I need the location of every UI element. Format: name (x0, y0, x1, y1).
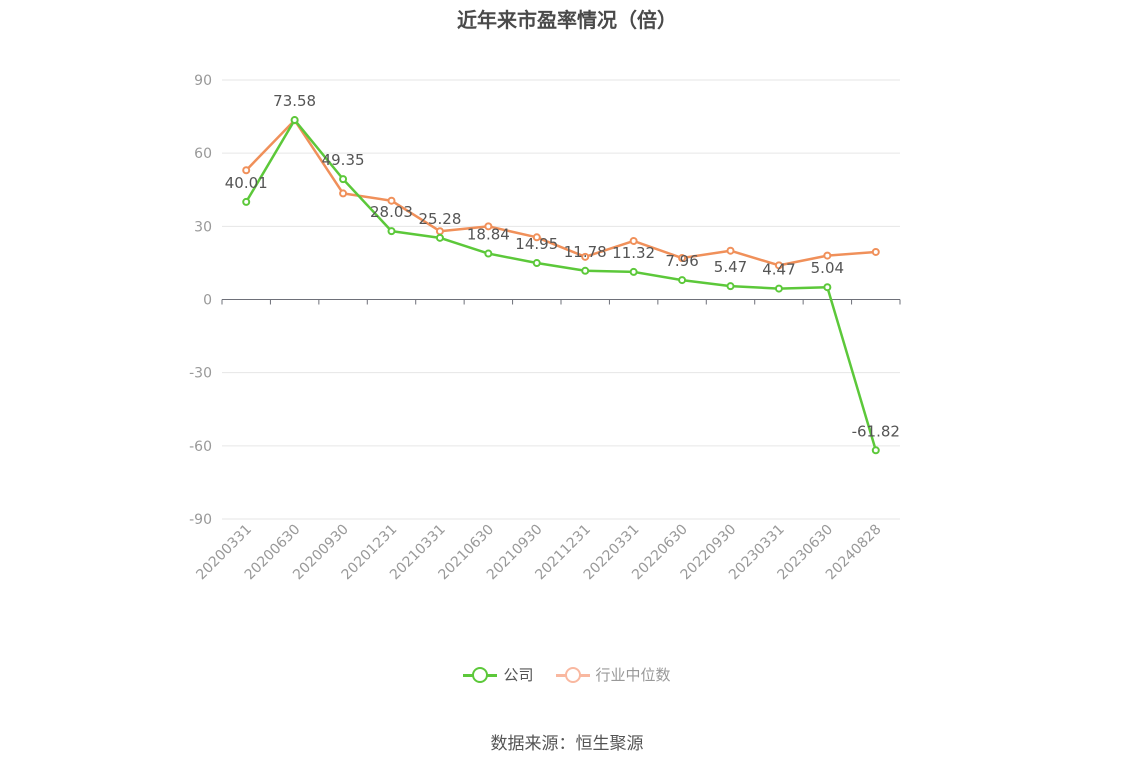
grid-lines (222, 79, 900, 520)
data-point-industry-median (678, 254, 687, 263)
data-label-company: -61.82 (852, 422, 900, 440)
data-point-industry-median (726, 246, 735, 255)
data-point-company (387, 227, 396, 236)
y-tick-label: -30 (189, 366, 212, 382)
data-point-company (678, 276, 687, 285)
data-label-company: 28.03 (370, 203, 413, 221)
data-label-company: 18.84 (467, 226, 510, 244)
y-tick-label: 90 (194, 73, 212, 89)
legend-label-company: 公司 (503, 666, 534, 684)
y-axis-ticks: 90 60 30 0 -30 -60 -90 (189, 73, 212, 528)
data-source: 数据来源：恒生聚源 (490, 734, 644, 754)
legend-label-industry-median: 行业中位数 (595, 666, 671, 684)
data-point-company (629, 267, 638, 276)
data-label-company: 5.04 (811, 259, 844, 277)
legend-swatch-industry-median (555, 666, 590, 683)
data-point-industry-median (435, 227, 444, 236)
legend: 公司 行业中位数 (0, 664, 1134, 685)
data-point-industry-median (774, 261, 783, 270)
data-labels: 40.01 73.58 49.35 28.03 25.28 18.84 14.95 11.78… (225, 92, 900, 440)
data-point-industry-median (823, 251, 832, 260)
data-point-industry-median (581, 252, 590, 261)
series-line-company (245, 118, 877, 451)
x-axis-ticks: 2020033120200630202009302020123120210331… (193, 522, 884, 584)
data-label-company: 25.28 (418, 210, 461, 228)
data-point-company (242, 197, 251, 206)
data-point-industry-median (387, 196, 396, 205)
data-point-industry-median (532, 233, 541, 242)
data-label-company: 4.47 (762, 261, 795, 279)
data-point-company (339, 175, 348, 184)
legend-swatch-company (463, 666, 498, 683)
data-point-company (435, 233, 444, 242)
data-label-company: 40.01 (225, 174, 268, 192)
chart-title: 近年来市盈率情况（倍） (457, 8, 677, 32)
legend-item-industry-median[interactable]: 行业中位数 (555, 664, 671, 685)
data-label-company: 14.95 (515, 235, 558, 253)
data-label-company: 7.96 (665, 252, 698, 270)
data-point-industry-median (242, 166, 251, 175)
data-point-company (532, 259, 541, 268)
data-point-company (290, 116, 299, 125)
legend-item-company[interactable]: 公司 (463, 664, 534, 685)
data-point-company (871, 446, 880, 455)
series-line-industry-median (245, 118, 876, 267)
data-point-company (726, 282, 735, 291)
data-label-company: 5.47 (714, 258, 747, 276)
series-layer (242, 116, 880, 455)
x-axis (221, 299, 901, 305)
y-tick-label: 0 (203, 293, 212, 309)
data-point-industry-median (871, 247, 880, 256)
data-label-company: 11.78 (564, 243, 607, 261)
data-point-industry-median (339, 189, 348, 198)
data-label-company: 49.35 (322, 151, 365, 169)
y-tick-label: 30 (194, 219, 212, 235)
data-point-company (581, 266, 590, 275)
y-tick-label: -90 (189, 512, 212, 528)
data-point-industry-median (484, 222, 493, 231)
data-point-company (774, 284, 783, 293)
data-point-company (484, 249, 493, 258)
y-tick-label: 60 (194, 146, 212, 162)
data-point-industry-median (629, 236, 638, 245)
data-point-company (823, 283, 832, 292)
data-label-company: 73.58 (273, 92, 316, 110)
y-tick-label: -60 (189, 439, 212, 455)
data-label-company: 11.32 (612, 244, 655, 262)
